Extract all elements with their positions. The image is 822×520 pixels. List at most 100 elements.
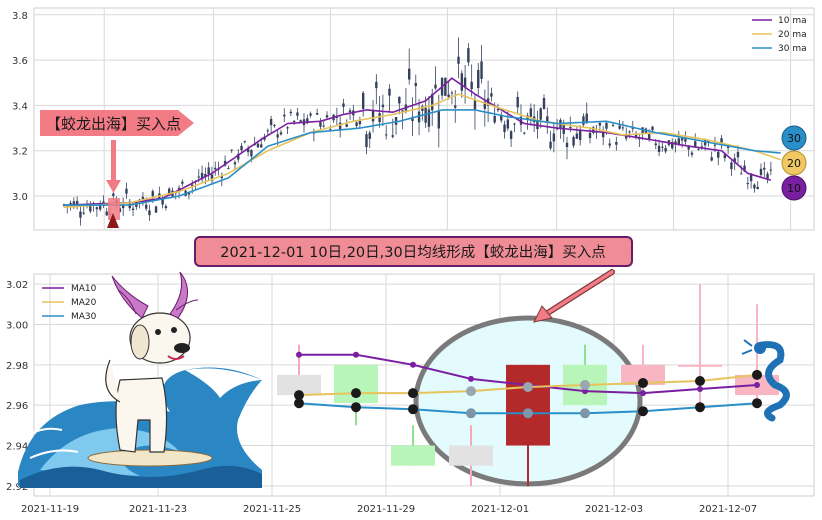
top-y-tick-label: 3.4 (12, 101, 28, 112)
bottom-point-MA10 (697, 386, 703, 392)
bottom-point-MA10 (468, 375, 474, 382)
top-candle-body (391, 135, 394, 137)
top-candle-body (98, 204, 102, 210)
bottom-point-MA10 (640, 390, 646, 397)
top-candle-body (450, 92, 454, 94)
badge-10 (781, 175, 807, 201)
top-candle-body (233, 162, 237, 165)
legend-label-ma30: MA30 (71, 312, 97, 322)
callout-marker-triangle (107, 213, 119, 228)
top-candle-body (371, 109, 375, 122)
top-candle-body (457, 56, 460, 64)
top-candle-body (454, 105, 457, 108)
top-candle-body (690, 152, 694, 155)
top-y-tick-label: 3.2 (12, 147, 28, 158)
bottom-chart: 3.023.002.982.962.942.92 2021-11-19 2021-… (6, 269, 815, 515)
top-candle-body (490, 93, 493, 97)
top-candle-body (707, 140, 710, 142)
dragon-icon (111, 271, 199, 319)
top-candle-body (529, 108, 533, 117)
top-candle-body (743, 165, 746, 172)
top-candle-body (319, 122, 322, 127)
top-candle-body (365, 134, 368, 148)
bottom-point-MA30 (523, 408, 533, 419)
top-candle-body (552, 133, 556, 142)
top-candle-body (227, 168, 230, 170)
bottom-point-MA10 (353, 351, 359, 358)
top-candle-body (388, 88, 391, 96)
top-candle-body (269, 118, 273, 126)
top-candle-body (315, 113, 319, 115)
bottom-point-MA30 (466, 408, 476, 419)
bottom-y-tick-label: 2.98 (6, 361, 28, 372)
top-candle-body (237, 153, 240, 160)
top-candle-body (292, 120, 296, 122)
top-candle-body (230, 149, 233, 151)
badge-30-label: 30 (787, 132, 801, 145)
top-line-20ma (63, 93, 781, 209)
bottom-candle-body (506, 364, 550, 446)
top-candle-body (200, 172, 204, 180)
top-candle-body (296, 112, 299, 116)
top-line-30ma (64, 109, 781, 206)
dog-surfer-icon (18, 271, 262, 488)
top-candle-body (710, 157, 713, 161)
bottom-y-tick-label: 3.02 (6, 280, 28, 291)
signal-banner: 2021-12-01 10日,20日,30日均线形成【蛟龙出海】买入点 (194, 236, 633, 267)
top-candle-body (726, 146, 730, 149)
bottom-x-tick-label: 2021-12-07 (699, 504, 757, 515)
top-candle-body (102, 201, 105, 203)
bottom-y-tick-label: 2.92 (6, 482, 28, 493)
top-legend: 10 ma 20 ma 30 ma (752, 16, 807, 54)
legend-label-20ma: 20 ma (778, 30, 807, 40)
top-candle-body (246, 148, 250, 153)
top-candle-body (605, 122, 608, 129)
top-candle-body (411, 116, 414, 122)
callout-arrow-shape (40, 110, 194, 136)
banner-box (194, 236, 633, 267)
top-candle-body (276, 134, 279, 138)
top-candle-body (578, 129, 582, 141)
top-candle-body (401, 110, 404, 113)
top-candle-body (279, 132, 283, 135)
top-candle-body (89, 204, 92, 212)
top-candle-body (210, 174, 214, 181)
top-candle-body (697, 148, 700, 150)
top-candle-body (131, 208, 135, 211)
legend-label-ma20: MA20 (71, 298, 97, 308)
top-candle-body (417, 111, 421, 123)
top-candle-body (121, 204, 125, 209)
top-candle-body (256, 143, 260, 148)
top-candle-body (513, 123, 516, 125)
bottom-x-tick-label: 2021-12-01 (471, 504, 529, 515)
bottom-x-axis: 2021-11-19 2021-11-23 2021-11-25 2021-11-29… (21, 504, 757, 515)
bottom-point-MA10 (296, 351, 302, 358)
top-candle-body (381, 104, 385, 108)
top-grid (34, 8, 814, 230)
bottom-point-MA30 (294, 398, 304, 409)
top-y-tick-label: 3.8 (12, 11, 28, 22)
top-candle-body (434, 84, 437, 89)
top-candle-body (628, 131, 631, 133)
top-candle-body (549, 141, 552, 149)
top-candle-body (598, 122, 602, 126)
top-candle-body (447, 94, 450, 97)
top-candle-body (723, 154, 727, 159)
top-candle-body (470, 81, 473, 90)
top-candle-body (112, 193, 115, 196)
top-candle-body (151, 191, 154, 197)
top-candle-body (220, 176, 224, 179)
bottom-point-MA20 (523, 382, 533, 392)
top-candle-body (444, 77, 447, 96)
bottom-point-MA20 (695, 376, 705, 386)
top-candle-body (671, 142, 674, 149)
top-candle-body (496, 108, 500, 111)
top-candle-body (582, 116, 585, 125)
top-candle-body (243, 141, 247, 143)
top-candle-body (766, 173, 769, 179)
ma-badges: 30 20 10 (781, 125, 807, 201)
badge-20-label: 20 (787, 157, 801, 170)
top-candle-body (431, 94, 434, 111)
top-candle-body (657, 145, 661, 153)
top-candle-body (329, 129, 332, 131)
